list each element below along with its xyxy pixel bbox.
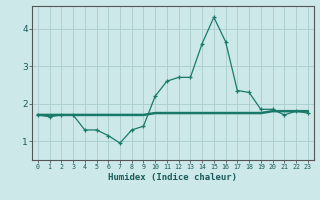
X-axis label: Humidex (Indice chaleur): Humidex (Indice chaleur): [108, 173, 237, 182]
